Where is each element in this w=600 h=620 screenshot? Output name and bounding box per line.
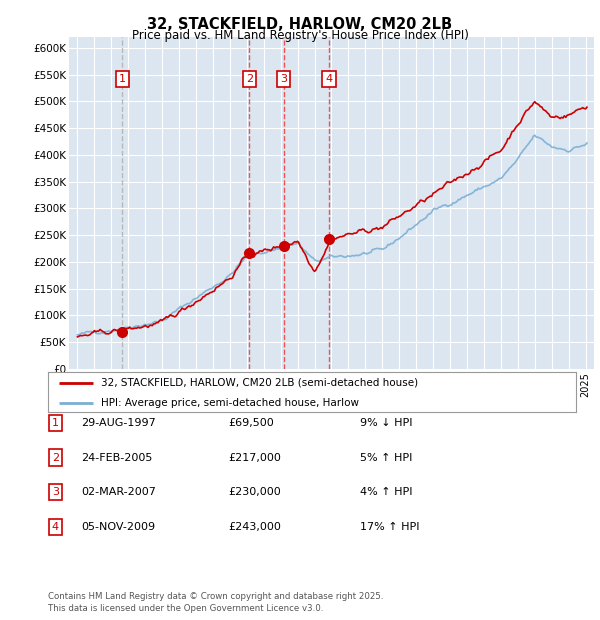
Text: 05-NOV-2009: 05-NOV-2009 xyxy=(81,522,155,532)
Text: Price paid vs. HM Land Registry's House Price Index (HPI): Price paid vs. HM Land Registry's House … xyxy=(131,29,469,42)
Text: 3: 3 xyxy=(52,487,59,497)
Text: 9% ↓ HPI: 9% ↓ HPI xyxy=(360,418,413,428)
Text: 4% ↑ HPI: 4% ↑ HPI xyxy=(360,487,413,497)
Text: 4: 4 xyxy=(52,522,59,532)
Text: HPI: Average price, semi-detached house, Harlow: HPI: Average price, semi-detached house,… xyxy=(101,399,359,409)
Text: 2: 2 xyxy=(52,453,59,463)
Text: 1: 1 xyxy=(52,418,59,428)
Text: Contains HM Land Registry data © Crown copyright and database right 2025.: Contains HM Land Registry data © Crown c… xyxy=(48,592,383,601)
Text: £69,500: £69,500 xyxy=(228,418,274,428)
Text: 1: 1 xyxy=(119,74,126,84)
Text: 3: 3 xyxy=(280,74,287,84)
Text: 29-AUG-1997: 29-AUG-1997 xyxy=(81,418,156,428)
Text: 24-FEB-2005: 24-FEB-2005 xyxy=(81,453,152,463)
Text: £217,000: £217,000 xyxy=(228,453,281,463)
Text: £230,000: £230,000 xyxy=(228,487,281,497)
Text: 32, STACKFIELD, HARLOW, CM20 2LB (semi-detached house): 32, STACKFIELD, HARLOW, CM20 2LB (semi-d… xyxy=(101,378,418,388)
Text: 32, STACKFIELD, HARLOW, CM20 2LB: 32, STACKFIELD, HARLOW, CM20 2LB xyxy=(148,17,452,32)
Text: 2: 2 xyxy=(245,74,253,84)
Text: 17% ↑ HPI: 17% ↑ HPI xyxy=(360,522,419,532)
Text: £243,000: £243,000 xyxy=(228,522,281,532)
Text: 4: 4 xyxy=(325,74,332,84)
Text: This data is licensed under the Open Government Licence v3.0.: This data is licensed under the Open Gov… xyxy=(48,603,323,613)
Text: 5% ↑ HPI: 5% ↑ HPI xyxy=(360,453,412,463)
Text: 02-MAR-2007: 02-MAR-2007 xyxy=(81,487,156,497)
